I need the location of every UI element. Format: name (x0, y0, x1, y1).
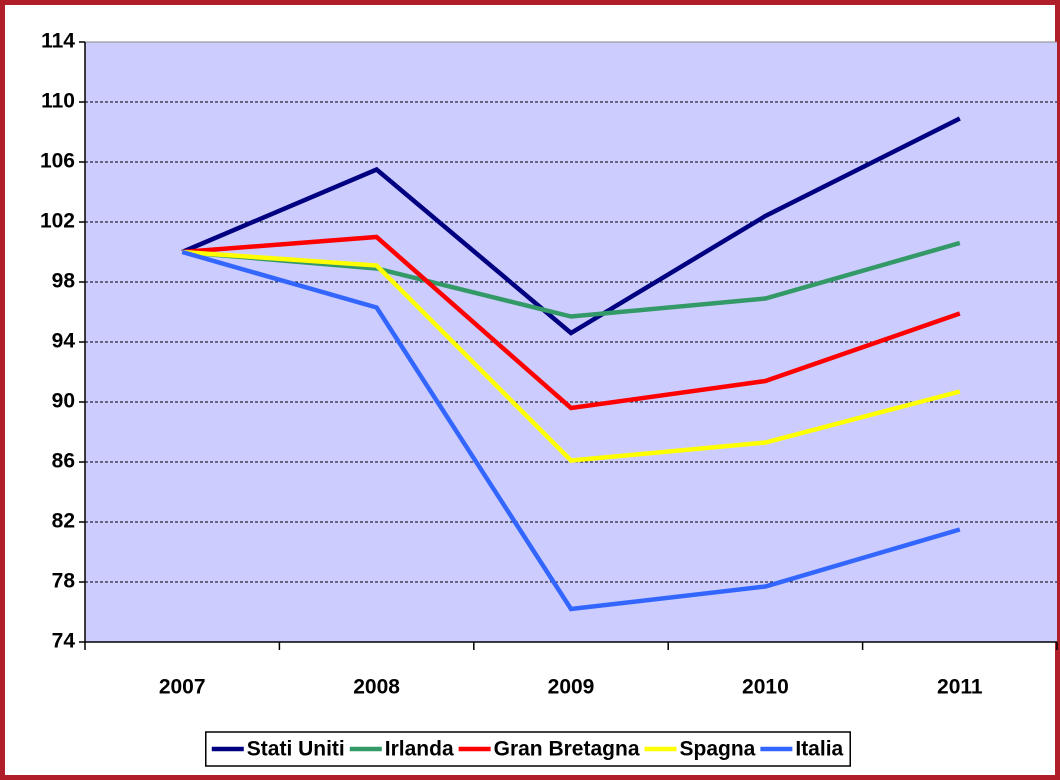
y-tick-label: 106 (40, 150, 75, 173)
series-line (182, 234, 961, 411)
y-tick-label: 78 (52, 570, 76, 593)
legend-label: Gran Bretagna (494, 738, 640, 761)
y-tick-label: 114 (41, 30, 75, 53)
y-tick-label: 86 (52, 450, 75, 473)
y-tick-label: 98 (52, 270, 76, 293)
x-tick-label: 2007 (159, 676, 206, 699)
y-tick-label: 102 (40, 210, 75, 233)
x-tick-label: 2008 (353, 676, 400, 699)
series-line (181, 249, 961, 612)
series-line (181, 116, 961, 336)
y-tick-label: 90 (52, 390, 75, 413)
x-tick-label: 2009 (548, 676, 595, 699)
x-tick-label: 2010 (742, 676, 789, 699)
legend-label: Irlanda (385, 738, 454, 761)
y-tick-label: 74 (52, 630, 76, 653)
y-tick-label: 110 (41, 90, 75, 113)
series-line (182, 249, 961, 463)
legend-box (205, 731, 851, 767)
x-tick-label: 2011 (937, 676, 983, 699)
y-tick-label: 82 (52, 510, 75, 533)
legend-label: Spagna (680, 738, 756, 761)
legend-label: Italia (795, 738, 843, 761)
legend-label: Stati Uniti (247, 738, 345, 761)
legend: Stati Uniti Irlanda Gran Bretagna Spagna Ita… (205, 731, 851, 767)
y-tick-label: 94 (52, 330, 76, 353)
